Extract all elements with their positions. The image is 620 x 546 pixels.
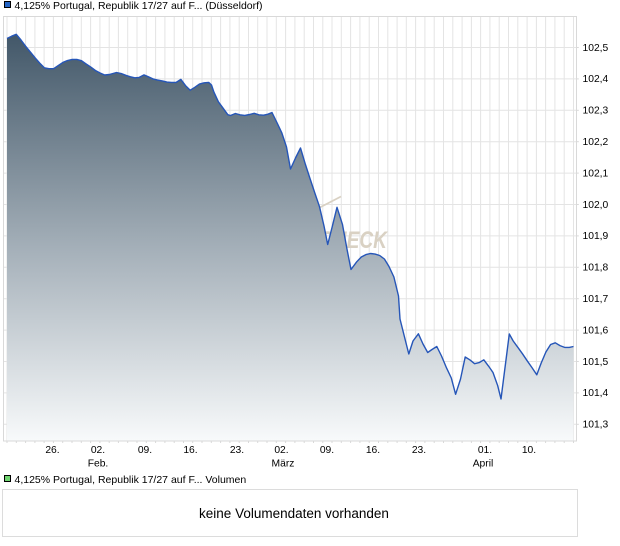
svg-text:16.: 16. xyxy=(366,445,380,456)
svg-text:10.: 10. xyxy=(522,445,536,456)
svg-text:23.: 23. xyxy=(230,445,244,456)
svg-text:April: April xyxy=(473,458,494,469)
svg-text:101,9: 101,9 xyxy=(583,231,609,242)
svg-text:09.: 09. xyxy=(138,445,152,456)
svg-text:101,8: 101,8 xyxy=(583,263,609,274)
svg-text:101,6: 101,6 xyxy=(583,325,609,336)
svg-text:23.: 23. xyxy=(412,445,426,456)
svg-text:101,5: 101,5 xyxy=(583,357,609,368)
svg-text:März: März xyxy=(272,458,295,469)
svg-text:102,1: 102,1 xyxy=(583,168,609,179)
svg-text:102,0: 102,0 xyxy=(583,200,609,211)
svg-text:101,7: 101,7 xyxy=(583,294,609,305)
svg-text:01.: 01. xyxy=(478,445,492,456)
svg-text:102,4: 102,4 xyxy=(583,74,609,85)
svg-text:02.: 02. xyxy=(274,445,288,456)
svg-text:102,3: 102,3 xyxy=(583,106,609,117)
svg-text:101,3: 101,3 xyxy=(583,420,609,431)
svg-text:102,5: 102,5 xyxy=(583,43,609,54)
svg-text:02.: 02. xyxy=(91,445,105,456)
svg-text:Feb.: Feb. xyxy=(88,458,109,469)
svg-text:26.: 26. xyxy=(45,445,59,456)
svg-text:102,2: 102,2 xyxy=(583,137,609,148)
svg-text:09.: 09. xyxy=(320,445,334,456)
svg-text:101,4: 101,4 xyxy=(583,388,609,399)
svg-text:16.: 16. xyxy=(183,445,197,456)
